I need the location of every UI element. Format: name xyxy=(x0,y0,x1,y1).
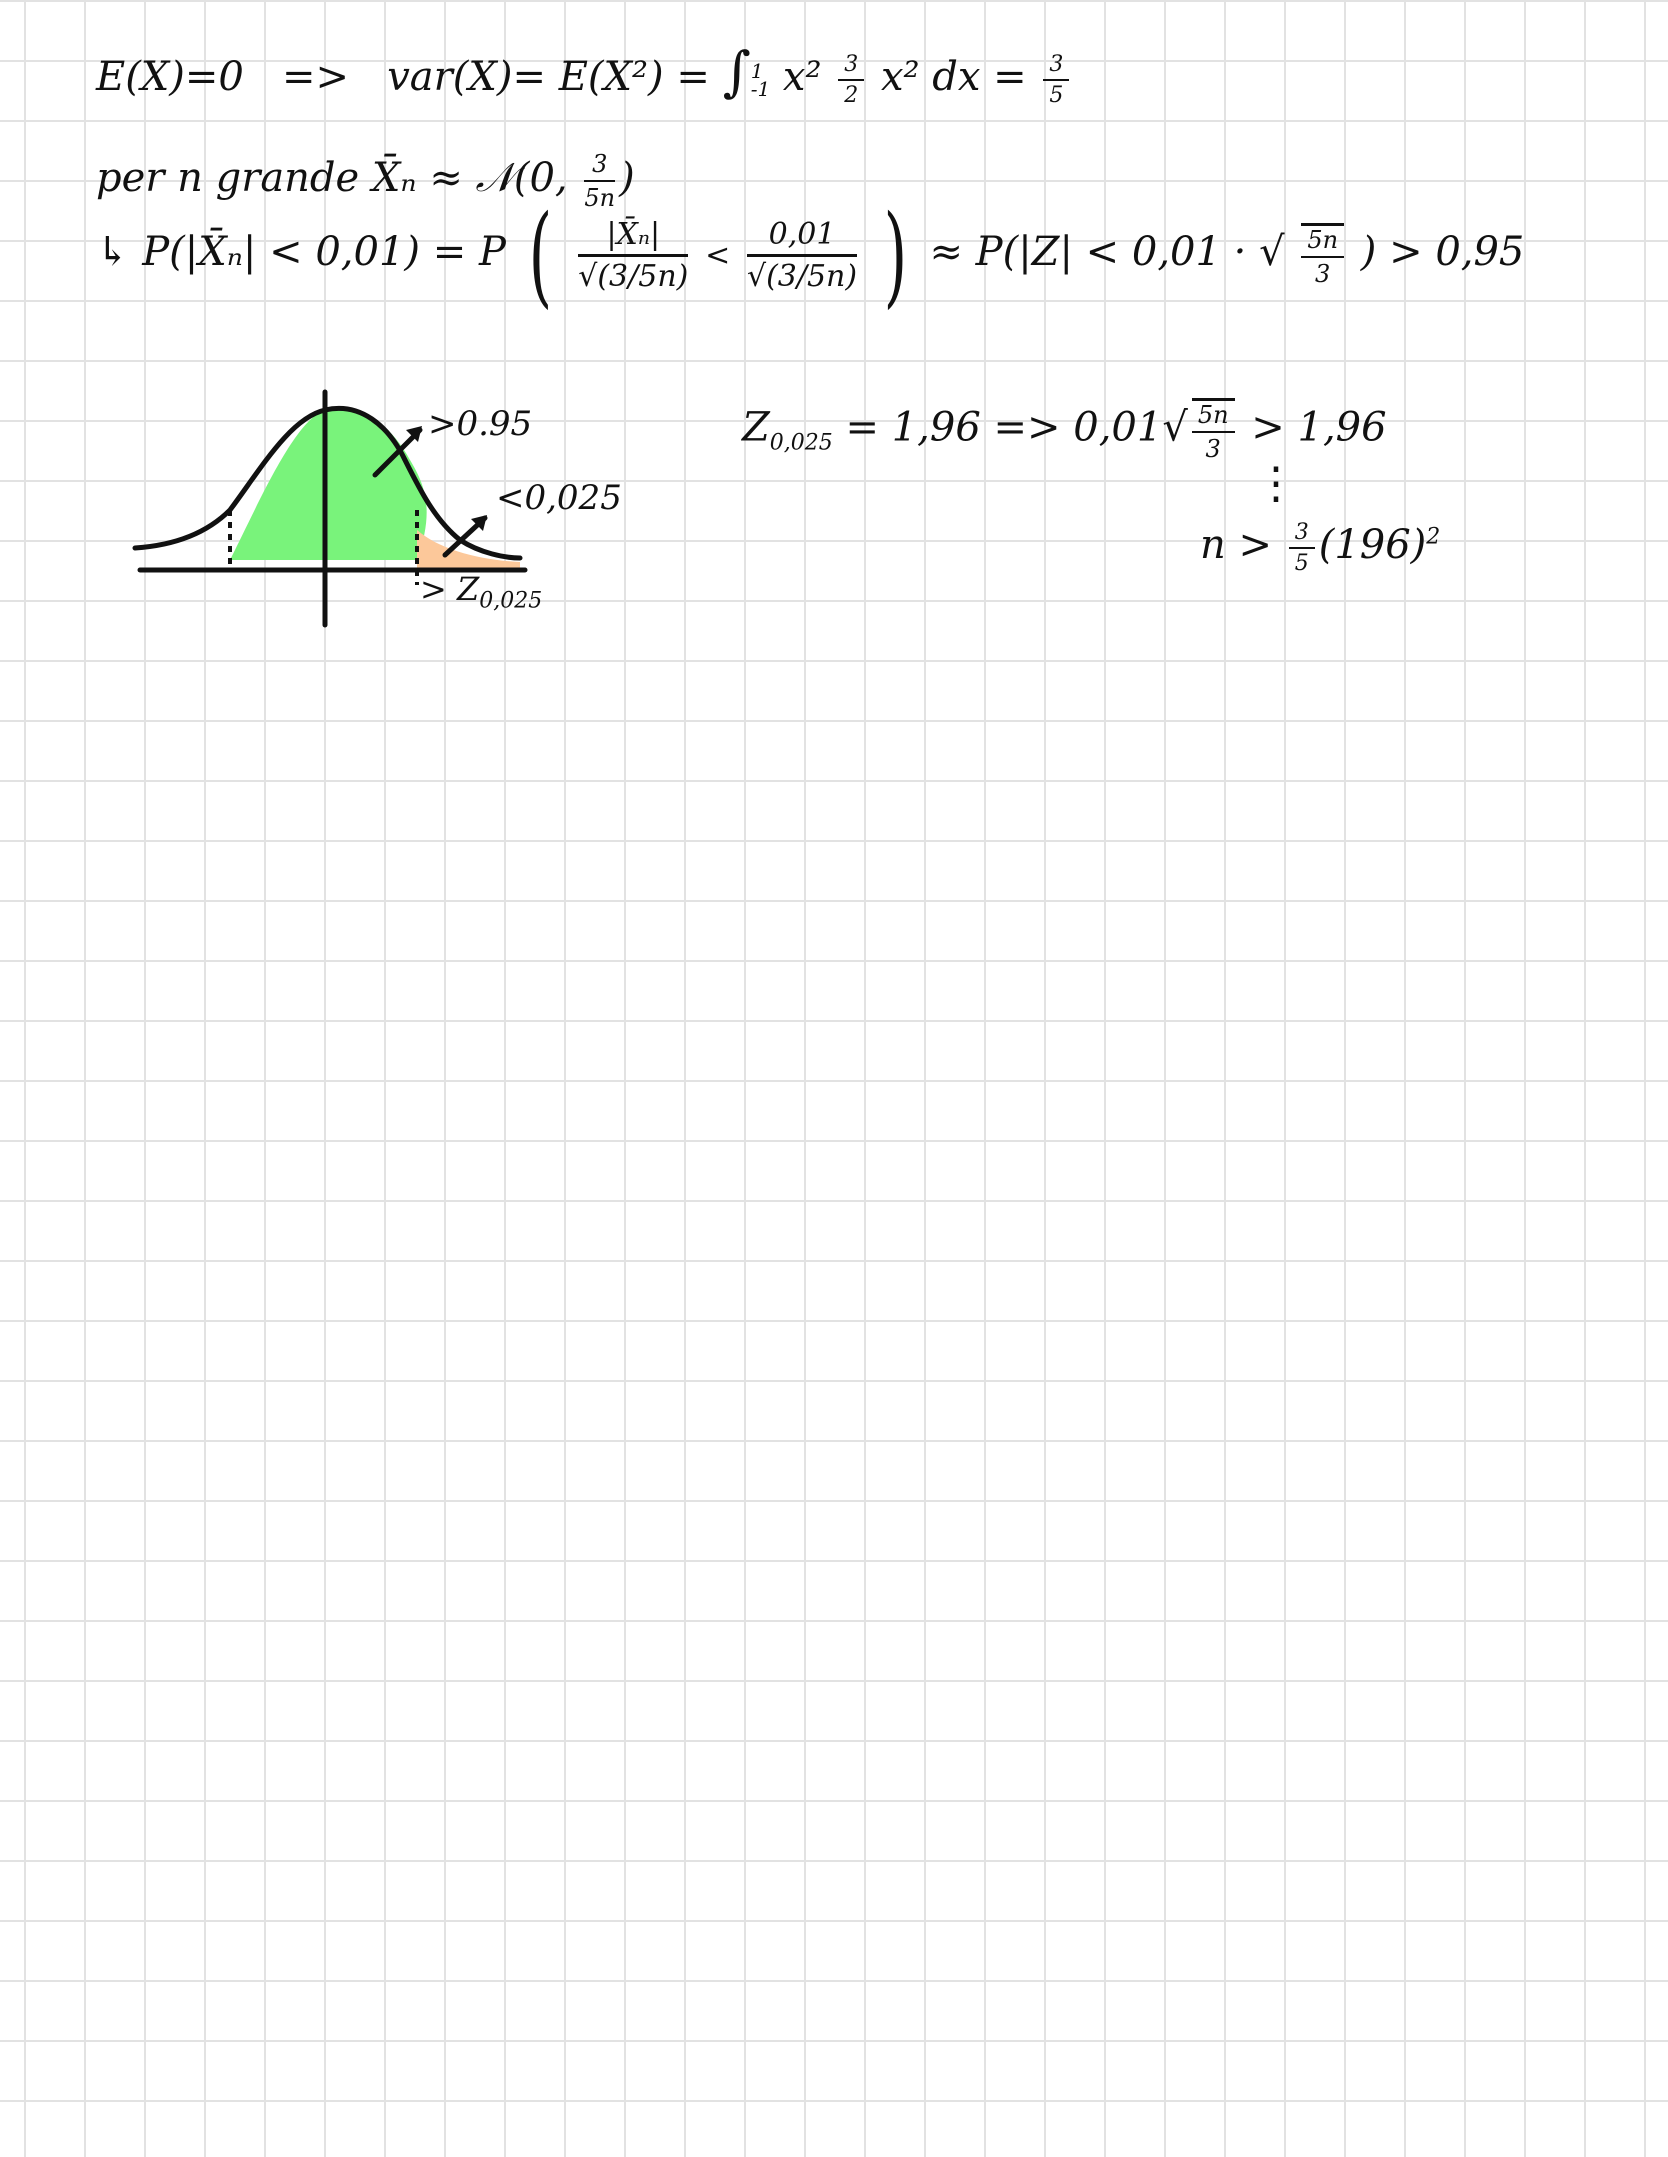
integrand-tail: x² dx = xyxy=(880,54,1027,100)
integrand-fraction-den: 2 xyxy=(844,83,859,108)
variance-result-den: 5 xyxy=(1049,83,1064,108)
close-paren: ) xyxy=(883,191,908,319)
center-area-label: >0.95 xyxy=(428,404,533,444)
standardized-left-num: |X̄ₙ| xyxy=(578,217,689,257)
quantile-root-fraction: 5n 3 xyxy=(1191,398,1235,463)
tail-arrow-head xyxy=(471,515,487,531)
sample-size-lhs: n > xyxy=(1200,522,1272,568)
integral-lower-limit: -1 xyxy=(750,77,771,101)
open-paren: ( xyxy=(528,191,552,319)
quantile-label-text: > Z xyxy=(420,570,480,608)
approx-statement: ≈ P(|Z| < 0,01 · √ xyxy=(929,229,1285,275)
implies-arrow: => xyxy=(282,54,350,100)
center-arrow xyxy=(372,427,423,478)
root-fraction: 5n 3 xyxy=(1301,222,1345,288)
integrand-fraction-num: 3 xyxy=(838,52,865,81)
clt-close-paren: ) xyxy=(619,155,635,201)
clt-variance-fraction: 3 5n xyxy=(584,150,616,212)
quantile-root-den: 3 xyxy=(1205,435,1221,463)
probability-rhs: ) > 0,95 xyxy=(1360,229,1525,275)
clt-fraction-num: 3 xyxy=(584,150,616,182)
clt-statement: per n grande X̄ₙ ≈ 𝒩(0, xyxy=(96,155,568,201)
sample-size-fraction-num: 3 xyxy=(1288,520,1315,549)
integral-sign: ∫ xyxy=(722,40,751,103)
sample-size-exponent: 2 xyxy=(1426,524,1441,550)
probability-line: ↳ P(|X̄ₙ| < 0,01) = P ( |X̄ₙ| √(3/5n) < 0… xyxy=(96,200,1524,310)
standardized-right-den: √(3/5n) xyxy=(746,258,858,294)
normal-curve-figure xyxy=(132,389,528,628)
result-arrow: ↳ xyxy=(96,229,130,275)
quantile-tail: > 1,96 xyxy=(1251,404,1387,451)
standardized-right-num: 0,01 xyxy=(746,217,858,257)
less-than-sign: < xyxy=(705,238,731,273)
tail-area-label: <0,025 xyxy=(496,478,622,518)
variance-result-num: 3 xyxy=(1043,52,1070,81)
standardized-fraction-right: 0,01 √(3/5n) xyxy=(746,217,858,294)
center-arrow-head xyxy=(406,426,422,442)
root-fraction-num: 5n xyxy=(1301,226,1345,258)
vertical-dots: ⋮ xyxy=(1254,458,1298,509)
root-fraction-den: 3 xyxy=(1315,259,1331,288)
quantile-root-num: 5n xyxy=(1191,401,1235,433)
probability-lhs: P(|X̄ₙ| < 0,01) = P xyxy=(142,229,506,275)
mean-statement: E(X)=0 xyxy=(96,54,244,100)
quantile-statement: = 1,96 => 0,01√ xyxy=(845,404,1188,451)
integrand: x² xyxy=(782,54,835,100)
quantile-label: > Z0,025 xyxy=(420,570,542,613)
variance-statement: var(X)= E(X²) = xyxy=(387,54,710,100)
tail-area xyxy=(417,530,520,570)
standardized-fraction-left: |X̄ₙ| √(3/5n) xyxy=(578,217,689,294)
quantile-line: Z0,025 = 1,96 => 0,01√ 5n 3 > 1,96 xyxy=(742,398,1387,463)
sample-size-fraction-den: 5 xyxy=(1294,551,1309,576)
clt-fraction-den: 5n xyxy=(584,184,616,212)
quantile-label-sub: 0,025 xyxy=(479,588,543,614)
sample-size-line: n > 3 5 (196)2 xyxy=(1200,520,1440,576)
sample-size-paren: (196) xyxy=(1318,522,1427,568)
integral-upper-limit: 1 xyxy=(750,59,764,83)
standardized-left-den: √(3/5n) xyxy=(578,258,689,294)
center-area xyxy=(230,407,427,560)
z-subscript: 0,025 xyxy=(769,430,833,456)
z-symbol: Z xyxy=(742,404,770,451)
clt-line: per n grande X̄ₙ ≈ 𝒩(0, 3 5n) xyxy=(96,150,635,212)
